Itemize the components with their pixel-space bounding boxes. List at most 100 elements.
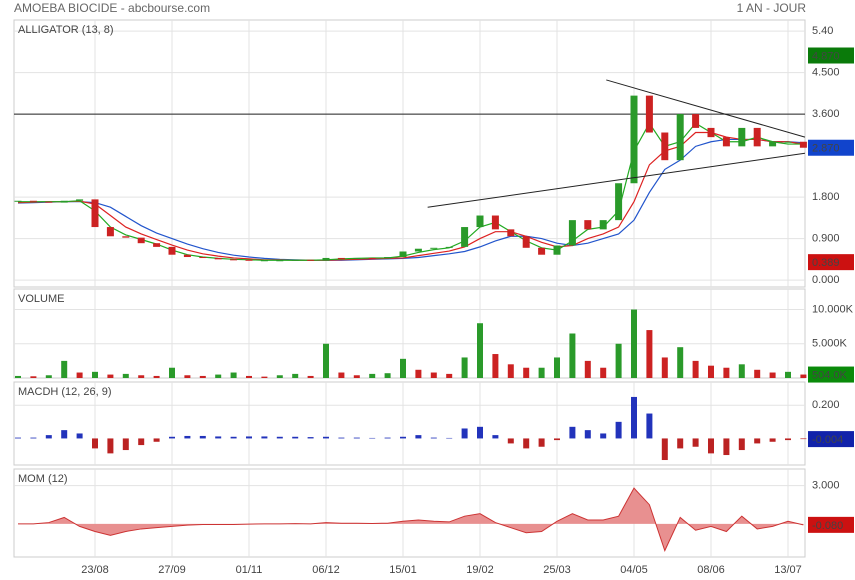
candle bbox=[137, 237, 145, 244]
candle bbox=[738, 127, 746, 147]
candle bbox=[445, 246, 453, 248]
bar bbox=[76, 372, 83, 378]
bar bbox=[430, 437, 437, 439]
bar bbox=[122, 438, 129, 451]
bar bbox=[615, 421, 622, 439]
bar bbox=[45, 375, 52, 378]
bar bbox=[600, 433, 607, 439]
value-marker-label: 4.870 bbox=[812, 50, 840, 62]
bar bbox=[477, 323, 483, 378]
panel bbox=[13, 19, 806, 288]
candle bbox=[599, 220, 607, 230]
bar bbox=[215, 436, 222, 439]
alligator-line bbox=[18, 122, 804, 261]
bar bbox=[369, 373, 376, 378]
bar bbox=[276, 375, 283, 378]
bar bbox=[523, 367, 530, 378]
value-marker-label: 0.389 bbox=[812, 257, 840, 269]
bar bbox=[184, 375, 191, 378]
candle bbox=[661, 132, 669, 161]
candle bbox=[799, 141, 807, 148]
candle bbox=[769, 141, 777, 147]
value-marker bbox=[808, 254, 854, 271]
bar bbox=[492, 435, 499, 439]
value-marker-label: -0.004 bbox=[812, 434, 843, 446]
candle bbox=[291, 259, 299, 261]
bar bbox=[30, 376, 37, 378]
line bbox=[18, 487, 804, 552]
bar bbox=[92, 438, 98, 449]
x-tick-label: 08/06 bbox=[697, 564, 725, 576]
bar bbox=[153, 375, 160, 378]
candle bbox=[76, 199, 84, 201]
candle bbox=[122, 236, 130, 238]
bar bbox=[30, 437, 37, 439]
bar bbox=[353, 375, 360, 378]
x-tick-label: 04/05 bbox=[620, 564, 648, 576]
bar bbox=[769, 438, 776, 442]
candle bbox=[14, 200, 22, 202]
bar bbox=[569, 426, 576, 439]
y-tick-label: 10.000K bbox=[812, 303, 854, 315]
value-marker-label: 2.870 bbox=[812, 143, 840, 155]
x-tick-label: 19/02 bbox=[466, 564, 494, 576]
bar bbox=[415, 435, 422, 439]
bar bbox=[45, 435, 52, 439]
bar bbox=[677, 438, 684, 449]
bar bbox=[554, 357, 560, 378]
candle bbox=[461, 227, 469, 247]
bar bbox=[754, 438, 761, 444]
candle bbox=[214, 257, 222, 260]
bar bbox=[446, 437, 453, 439]
candle bbox=[199, 257, 207, 259]
value-marker bbox=[808, 139, 854, 156]
candle bbox=[60, 200, 68, 203]
bar bbox=[446, 373, 453, 378]
bar bbox=[738, 438, 745, 451]
bar bbox=[353, 437, 360, 439]
bar bbox=[76, 433, 83, 439]
bar bbox=[199, 435, 206, 439]
y-tick-label: 5.40 bbox=[812, 25, 833, 37]
candle bbox=[784, 141, 792, 143]
candle bbox=[183, 254, 191, 258]
bar bbox=[723, 438, 730, 456]
candle bbox=[507, 229, 515, 237]
bar bbox=[723, 367, 730, 378]
bar bbox=[261, 376, 268, 378]
bar bbox=[230, 372, 237, 378]
bar bbox=[184, 435, 191, 439]
bar bbox=[107, 438, 114, 454]
bar bbox=[569, 333, 576, 378]
bar bbox=[246, 375, 252, 378]
alligator-line bbox=[17, 131, 804, 261]
x-tick-label: 23/08 bbox=[81, 564, 109, 576]
bar bbox=[523, 438, 530, 449]
bar bbox=[61, 430, 68, 439]
candle bbox=[384, 257, 392, 259]
bar bbox=[584, 430, 591, 439]
candle bbox=[399, 251, 407, 258]
bar bbox=[507, 438, 514, 444]
candle bbox=[29, 200, 37, 202]
value-marker bbox=[808, 47, 854, 64]
bar bbox=[708, 365, 714, 378]
panel bbox=[13, 468, 806, 558]
candle bbox=[753, 127, 761, 147]
bar bbox=[615, 343, 622, 378]
bar bbox=[292, 373, 299, 378]
candle bbox=[584, 220, 592, 230]
candle bbox=[153, 243, 161, 247]
bar bbox=[107, 374, 114, 378]
candle bbox=[168, 246, 176, 255]
candle bbox=[615, 183, 623, 221]
bar bbox=[323, 343, 329, 378]
candle bbox=[368, 257, 376, 259]
bar bbox=[169, 436, 175, 439]
bar bbox=[61, 360, 68, 378]
trend-line bbox=[427, 152, 806, 208]
value-marker bbox=[808, 366, 854, 383]
bar bbox=[384, 437, 391, 439]
bar bbox=[631, 309, 637, 378]
candle bbox=[630, 95, 638, 184]
